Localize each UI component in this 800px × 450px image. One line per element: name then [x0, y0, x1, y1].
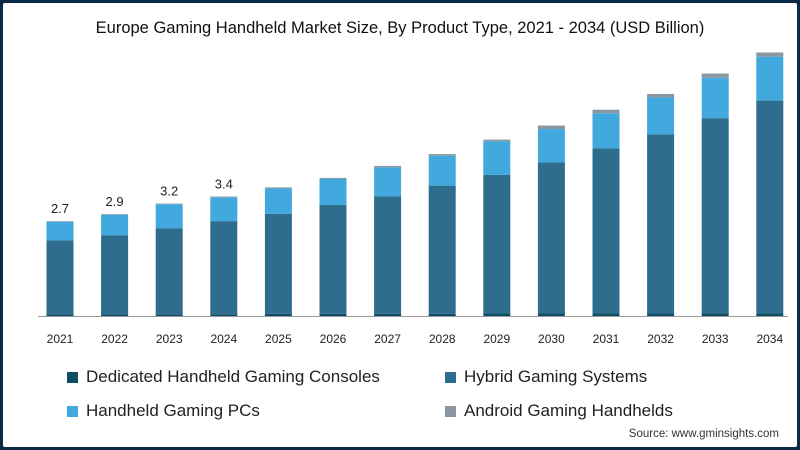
bar-pcs-2029 — [483, 141, 511, 175]
bar-hybrid-2029 — [483, 174, 511, 314]
bar-android-2031 — [592, 109, 620, 114]
bar-pcs-2033 — [701, 77, 729, 119]
bar-hybrid-2026 — [319, 204, 347, 314]
bar-hybrid-2030 — [537, 162, 565, 314]
bar-hybrid-2024 — [210, 221, 238, 315]
bar-dedicated-2024 — [210, 314, 238, 316]
bar-pcs-2025 — [264, 188, 292, 214]
x-tick-label-2024: 2024 — [210, 332, 237, 346]
bar-hybrid-2027 — [374, 196, 402, 314]
bar-android-2022 — [101, 214, 129, 215]
bar-dedicated-2028 — [428, 313, 456, 316]
bar-android-2024 — [210, 196, 238, 198]
bar-pcs-2027 — [374, 167, 402, 197]
bar-pcs-2028 — [428, 155, 456, 186]
bar-android-2021 — [46, 221, 74, 222]
bar-hybrid-2022 — [101, 235, 129, 315]
x-tick-label-2029: 2029 — [483, 332, 510, 346]
x-tick-label-2026: 2026 — [320, 332, 347, 346]
bar-pcs-2021 — [46, 221, 74, 241]
x-tick-label-2032: 2032 — [647, 332, 674, 346]
bar-pcs-2034 — [756, 56, 784, 101]
bar-android-2029 — [483, 139, 511, 142]
bar-android-2025 — [264, 187, 292, 189]
bar-dedicated-2027 — [374, 313, 402, 316]
data-label-2021: 2.7 — [51, 201, 69, 216]
data-label-2022: 2.9 — [106, 194, 124, 209]
bar-hybrid-2023 — [155, 228, 183, 315]
chart-title: Europe Gaming Handheld Market Size, By P… — [95, 19, 705, 37]
bar-dedicated-2030 — [537, 313, 565, 316]
chart-frame: Europe Gaming Handheld Market Size, By P… — [3, 3, 797, 447]
bar-pcs-2030 — [537, 129, 565, 163]
bar-pcs-2024 — [210, 197, 238, 222]
x-tick-label-2022: 2022 — [101, 332, 128, 346]
bar-pcs-2031 — [592, 113, 620, 149]
bar-android-2032 — [647, 93, 675, 98]
bar-dedicated-2031 — [592, 313, 620, 316]
x-tick-label-2023: 2023 — [156, 332, 183, 346]
x-tick-label-2028: 2028 — [429, 332, 456, 346]
bar-hybrid-2031 — [592, 148, 620, 314]
bar-hybrid-2032 — [647, 134, 675, 314]
bar-pcs-2023 — [155, 204, 183, 229]
bar-android-2028 — [428, 154, 456, 156]
bar-android-2030 — [537, 125, 565, 130]
bar-hybrid-2028 — [428, 185, 456, 314]
bar-android-2023 — [155, 203, 183, 205]
bar-dedicated-2022 — [101, 314, 129, 316]
bar-android-2034 — [756, 52, 784, 57]
bar-hybrid-2021 — [46, 240, 74, 315]
bar-dedicated-2026 — [319, 313, 347, 316]
bar-hybrid-2034 — [756, 100, 784, 314]
bar-dedicated-2023 — [155, 314, 183, 316]
data-label-2023: 3.2 — [160, 184, 178, 199]
bar-dedicated-2032 — [647, 313, 675, 316]
data-label-2024: 3.4 — [215, 177, 233, 192]
bar-dedicated-2025 — [264, 313, 292, 316]
bar-android-2027 — [374, 165, 402, 168]
bar-hybrid-2025 — [264, 213, 292, 314]
bar-chart: 2021 2022 2023 2024 2025 2026 2027 2028 2029 2030… — [38, 52, 788, 346]
source-note: Source: www.gminsights.com — [628, 428, 779, 440]
bar-android-2026 — [319, 177, 347, 179]
x-tick-label-2021: 2021 — [47, 332, 74, 346]
x-tick-label-2025: 2025 — [265, 332, 292, 346]
x-tick-label-2033: 2033 — [702, 332, 729, 346]
x-tick-label-2030: 2030 — [538, 332, 565, 346]
bar-pcs-2032 — [647, 97, 675, 135]
x-tick-label-2031: 2031 — [593, 332, 620, 346]
bar-dedicated-2029 — [483, 313, 511, 316]
bar-dedicated-2034 — [756, 313, 784, 316]
bar-pcs-2026 — [319, 178, 347, 205]
bar-pcs-2022 — [101, 214, 129, 236]
bar-dedicated-2033 — [701, 313, 729, 316]
bar-android-2033 — [701, 73, 729, 78]
bar-hybrid-2033 — [701, 118, 729, 314]
x-tick-label-2027: 2027 — [374, 332, 401, 346]
bar-dedicated-2021 — [46, 314, 74, 316]
x-tick-label-2034: 2034 — [756, 332, 783, 346]
